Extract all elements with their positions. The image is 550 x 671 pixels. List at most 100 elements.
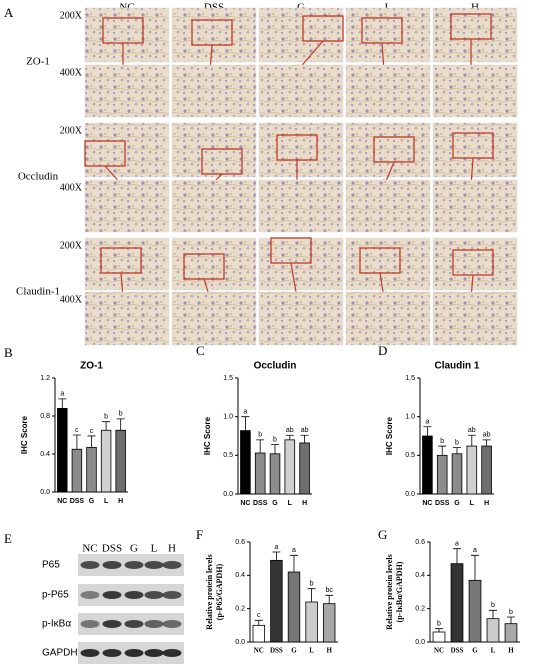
significance-letter: a <box>243 409 247 416</box>
marker-label: Occludin <box>18 171 59 183</box>
error-bar <box>325 594 334 604</box>
y-tick-label: 0.8 <box>40 413 50 420</box>
significance-letter: ab <box>483 432 491 439</box>
micrograph <box>84 64 170 118</box>
y-tick-label: 1.5 <box>405 375 415 382</box>
blot-band <box>144 620 164 628</box>
x-tick-label: DSS <box>435 500 450 507</box>
significance-letter: b <box>104 414 108 421</box>
bar <box>422 435 433 495</box>
lane-label: L <box>151 543 158 555</box>
significance-letter: a <box>425 419 429 426</box>
micrograph <box>345 237 431 291</box>
blot-band <box>162 591 182 599</box>
bar <box>451 453 463 495</box>
error-bar <box>102 421 111 431</box>
significance-letter: a <box>292 547 296 554</box>
x-tick-label: DSS <box>253 500 268 507</box>
magnification-label: 200X <box>60 10 83 21</box>
error-bar <box>435 628 443 632</box>
bar <box>466 445 478 495</box>
y-tick-label: 1.5 <box>223 375 233 382</box>
x-tick-label: NC <box>57 498 67 505</box>
significance-letter: a <box>473 547 477 554</box>
x-tick-label: L <box>470 500 475 507</box>
significance-letter: a <box>60 391 64 398</box>
error-bar <box>272 551 281 561</box>
error-bar <box>438 445 447 456</box>
micrograph <box>258 179 344 233</box>
error-bar <box>482 439 491 447</box>
significance-letter: b <box>491 602 495 609</box>
error-bar <box>453 447 461 454</box>
x-tick-label: H <box>118 498 123 505</box>
marker-label: Claudin-1 <box>16 286 60 298</box>
column-label: H <box>471 2 479 14</box>
x-tick-label: NC <box>254 647 264 655</box>
significance-letter: b <box>273 436 277 443</box>
protein-label: p-IκBα <box>42 619 71 630</box>
y-axis-label: Relative protein levels <box>205 554 214 629</box>
error-bar <box>489 609 497 619</box>
blot-band <box>124 591 144 599</box>
blot-band <box>124 649 144 657</box>
chart-title: Claudin 1 <box>434 361 479 372</box>
bar <box>305 601 318 643</box>
error-bar <box>467 434 476 447</box>
x-tick-label: H <box>326 647 332 655</box>
micrograph <box>171 122 257 178</box>
error-bar <box>300 434 309 443</box>
micrograph <box>84 122 170 178</box>
blot-band <box>124 620 144 628</box>
x-tick-label: NC <box>240 500 250 507</box>
x-tick-label: G <box>472 647 478 655</box>
y-tick-label: 0.0 <box>405 491 415 498</box>
column-label: L <box>385 2 392 14</box>
significance-letter: b <box>440 438 444 445</box>
blot-band <box>102 649 122 657</box>
micrograph <box>432 64 518 118</box>
bar <box>115 429 126 493</box>
panel-label: E <box>4 531 12 546</box>
bar <box>269 453 281 495</box>
bar <box>86 446 97 493</box>
significance-letter: b <box>310 581 314 588</box>
magnification-label: 200X <box>60 240 83 251</box>
y-tick-label: 1.0 <box>223 414 233 421</box>
micrograph <box>258 122 344 178</box>
error-bar <box>72 434 81 450</box>
micrograph <box>171 7 257 63</box>
bar <box>284 439 296 495</box>
significance-letter: b <box>437 621 441 628</box>
blot-band <box>80 561 100 569</box>
significance-letter: b <box>119 411 123 418</box>
x-tick-label: DSS <box>451 647 464 655</box>
y-tick-label: 0.5 <box>405 452 415 459</box>
bar <box>481 445 492 495</box>
micrograph <box>345 179 431 233</box>
y-tick-label: 0.0 <box>40 489 50 496</box>
panel-label: A <box>4 5 14 20</box>
marker-label: ZO-1 <box>26 56 50 68</box>
x-tick-label: DSS <box>70 498 85 505</box>
significance-letter: b <box>455 439 459 446</box>
error-bar <box>453 548 461 564</box>
bar <box>450 563 464 643</box>
column-label: G <box>297 2 305 14</box>
micrograph <box>258 237 344 291</box>
x-tick-label: NC <box>434 647 444 655</box>
blot-band <box>144 561 164 569</box>
significance-letter: ab <box>468 427 476 434</box>
y-tick-label: 0.6 <box>235 539 245 546</box>
y-axis-label: IHC Score <box>385 416 394 455</box>
blot-band <box>102 561 122 569</box>
y-tick-label: 0.2 <box>235 606 245 613</box>
bar <box>486 618 500 643</box>
error-bar <box>254 619 263 626</box>
protein-label: GAPDH <box>42 648 78 659</box>
panel-label: B <box>4 345 13 360</box>
significance-letter: c <box>257 612 261 619</box>
lane-label: G <box>130 543 138 555</box>
error-bar <box>271 444 279 454</box>
